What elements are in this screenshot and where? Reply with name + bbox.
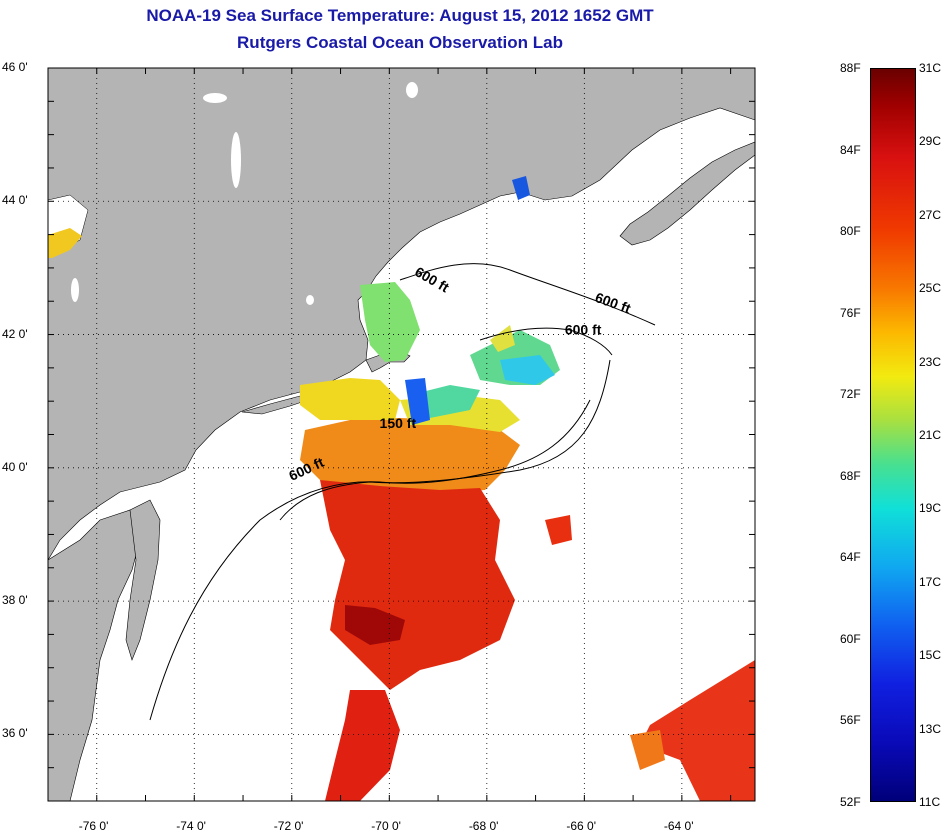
sst-red-southeast [640,660,755,801]
colorbar-fahrenheit-label: 64F [840,550,861,565]
grid-lines [47,67,755,802]
longitude-tick-label: -68 0' [468,819,499,833]
colorbar-celsius-label: 29C [919,134,942,149]
sst-overlay [300,176,755,801]
sst-red-east [545,515,572,545]
sst-orange-southeast [630,730,665,770]
color-bar [870,68,916,802]
latitude-tick-label: 44 0' [2,193,28,208]
colorbar-celsius-label: 11C [919,795,941,809]
contour-600ft-south [279,359,611,521]
lake-finger [71,278,79,302]
colorbar-fahrenheit-label: 68F [840,468,861,483]
sst-dark-red [345,605,405,645]
colorbar-fahrenheit-label: 76F [840,305,861,320]
longitude-tick-label: -70 0' [371,819,401,833]
sst-green-gom [360,282,420,362]
lake-champlain [231,132,241,188]
sst-blue-bay-of-fundy [512,176,530,200]
sst-orange [300,418,520,495]
longitude-tick-label: -64 0' [663,819,694,833]
sst-red-south [325,690,400,801]
lake-moosehead [406,82,418,98]
lakes [71,82,418,305]
land-delmarva [47,509,141,802]
colorbar-celsius-label: 13C [919,721,942,736]
land-nova-scotia [619,141,756,246]
sst-yellow-south-ne [300,378,400,420]
map-subtitle: Rutgers Coastal Ocean Observation Lab [237,33,563,52]
colorbar-fahrenheit-label: 56F [840,713,861,728]
lake-ontario-sst [48,228,82,258]
colorbar-fahrenheit-label: 72F [840,387,861,402]
sst-blue-nantucket [405,378,430,425]
land-delmarva-peninsula [125,499,161,661]
latitude-tick-label: 46 0' [2,60,28,74]
colorbar-fahrenheit-label: 60F [840,631,861,646]
colorbar-fahrenheit-label: 80F [840,224,861,239]
colorbar-celsius-label: 27C [919,207,942,222]
lake-adirondack [203,93,227,103]
contour-600ft-gulf [399,263,656,326]
lake-winnipesaukee [306,295,314,305]
depth-contour-label: 600 ft [565,322,602,338]
longitude-tick-label: -72 0' [273,819,304,833]
colorbar-celsius-label: 21C [919,428,942,442]
map-frame [47,67,756,802]
colorbar-celsius-label: 25C [919,281,942,296]
colorbar-fahrenheit-label: 52F [840,795,861,809]
colorbar-celsius-label: 31C [919,61,942,75]
latitude-tick-label: 36 0' [2,726,28,741]
latitude-tick-label: 38 0' [2,593,28,608]
depth-contour-label: 150 ft [380,415,417,431]
contour-600ft-georges [479,327,613,356]
latitude-tick-label: 42 0' [2,326,28,341]
longitude-tick-label: -66 0' [566,819,596,833]
colorbar-celsius-label: 23C [919,354,942,369]
depth-contours [149,263,656,721]
latitude-tick-label: 40 0' [2,459,28,474]
longitude-tick-label: -74 0' [176,819,206,833]
colorbar-celsius-label: 17C [919,574,942,589]
colorbar-fahrenheit-label: 84F [840,142,861,157]
colorbar-celsius-label: 15C [919,648,942,663]
colorbar-fahrenheit-label: 88F [840,61,861,75]
sst-cyan-ne [500,355,555,385]
map-title: NOAA-19 Sea Surface Temperature: August … [146,6,654,25]
longitude-tick-label: -76 0' [78,819,109,833]
colorbar-celsius-label: 19C [919,501,942,516]
